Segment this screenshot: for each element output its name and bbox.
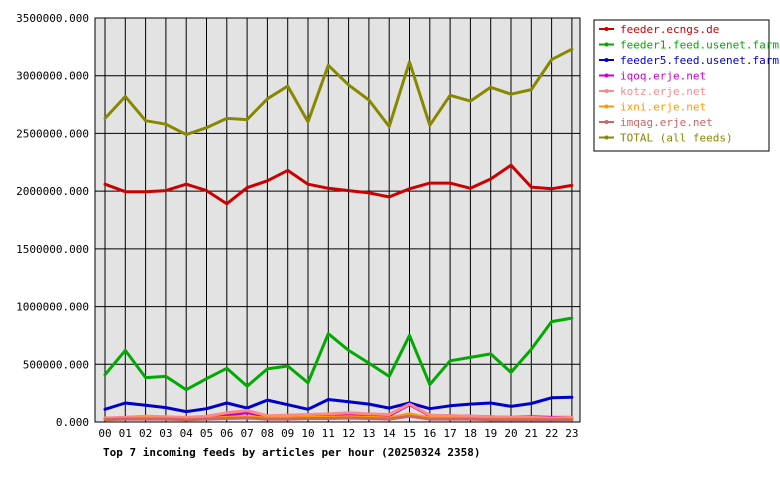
x-tick-label: 17 bbox=[443, 427, 456, 440]
y-tick-label: 3500000.000 bbox=[16, 12, 89, 25]
x-tick-label: 02 bbox=[139, 427, 152, 440]
y-tick-label: 3000000.000 bbox=[16, 70, 89, 83]
legend-label: imqag.erje.net bbox=[620, 116, 713, 129]
x-tick-label: 23 bbox=[565, 427, 578, 440]
y-tick-label: 1500000.000 bbox=[16, 243, 89, 256]
x-tick-label: 20 bbox=[504, 427, 517, 440]
y-tick-label: 2000000.000 bbox=[16, 185, 89, 198]
x-tick-label: 09 bbox=[281, 427, 294, 440]
legend-marker bbox=[604, 89, 609, 93]
legend-label: feeder5.feed.usenet.farm bbox=[620, 54, 779, 67]
y-tick-label: 1000000.000 bbox=[16, 301, 89, 314]
x-tick-label: 04 bbox=[180, 427, 194, 440]
x-tick-label: 18 bbox=[464, 427, 477, 440]
legend-label: feeder.ecngs.de bbox=[620, 23, 719, 36]
x-tick-label: 16 bbox=[423, 427, 436, 440]
legend-label: ixni.erje.net bbox=[620, 101, 706, 114]
series-line-feeder1-feed-usenet-farm bbox=[103, 316, 574, 392]
x-tick-label: 01 bbox=[119, 427, 132, 440]
legend-label: feeder1.feed.usenet.farm bbox=[620, 39, 779, 52]
legend-marker bbox=[604, 58, 609, 62]
x-tick-label: 15 bbox=[403, 427, 416, 440]
x-tick-label: 14 bbox=[383, 427, 397, 440]
legend-box bbox=[593, 19, 770, 152]
x-tick-label: 08 bbox=[261, 427, 274, 440]
x-tick-label: 19 bbox=[484, 427, 497, 440]
series-line-kotz-erje-net bbox=[103, 402, 574, 420]
legend-label: iqoq.erje.net bbox=[620, 70, 706, 83]
legend-marker bbox=[604, 135, 609, 140]
legend-marker bbox=[604, 73, 609, 78]
x-tick-label: 07 bbox=[240, 427, 253, 440]
x-tick-label: 11 bbox=[322, 427, 335, 440]
legend-label: TOTAL (all feeds) bbox=[620, 132, 733, 145]
x-tick-label: 03 bbox=[159, 427, 172, 440]
legend-marker bbox=[604, 104, 609, 109]
x-tick-label: 21 bbox=[525, 427, 538, 440]
series-line-feeder5-feed-usenet-farm bbox=[103, 395, 574, 414]
chart-title: Top 7 incoming feeds by articles per hou… bbox=[103, 446, 481, 459]
legend-label: kotz.erje.net bbox=[620, 85, 706, 98]
series-line-imqag-erje-net bbox=[103, 414, 574, 422]
x-tick-label: 00 bbox=[98, 427, 111, 440]
plot-area bbox=[94, 17, 581, 423]
legend-marker bbox=[604, 27, 609, 31]
legend-marker bbox=[604, 120, 609, 124]
legend-marker bbox=[604, 42, 609, 47]
x-tick-label: 06 bbox=[220, 427, 233, 440]
series-line-feeder-ecngs-de bbox=[103, 163, 574, 206]
y-tick-label: 500000.000 bbox=[23, 358, 89, 371]
x-tick-label: 22 bbox=[545, 427, 558, 440]
x-tick-label: 12 bbox=[342, 427, 355, 440]
x-tick-label: 05 bbox=[200, 427, 213, 440]
x-tick-label: 13 bbox=[362, 427, 375, 440]
y-tick-label: 2500000.000 bbox=[16, 127, 89, 140]
series-line-total-all-feeds bbox=[103, 47, 574, 137]
x-tick-label: 10 bbox=[301, 427, 314, 440]
y-tick-label: 0.000 bbox=[56, 416, 89, 429]
